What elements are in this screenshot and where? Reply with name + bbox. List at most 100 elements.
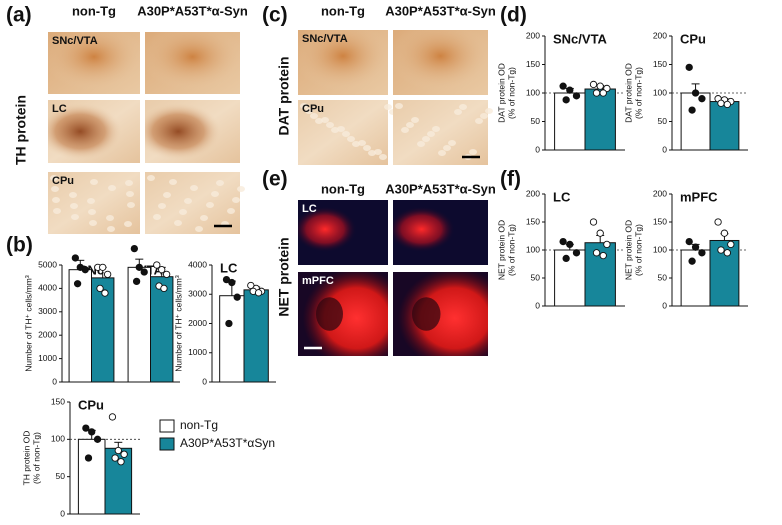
micrograph-texture — [107, 226, 115, 232]
micrograph-texture — [195, 226, 203, 232]
micrograph-texture — [184, 198, 192, 204]
data-point — [572, 249, 581, 257]
micrograph-signal — [48, 100, 140, 163]
micrograph-texture — [163, 192, 171, 198]
chart-title: LC — [220, 260, 238, 275]
y-tick-label: 2000 — [188, 318, 207, 328]
panel-label: (f) — [500, 168, 521, 191]
y-axis-label: (% of non-Tg) — [31, 432, 41, 484]
data-point — [596, 229, 604, 237]
micrograph-texture — [127, 202, 135, 208]
micrograph-texture — [368, 150, 376, 156]
micrograph-texture — [88, 209, 96, 215]
y-tick-label: 0 — [202, 376, 207, 386]
micrograph-texture — [211, 191, 219, 197]
bar — [584, 88, 616, 151]
panel-label: (c) — [262, 4, 288, 27]
column-header: A30P*A53T*α-Syn — [385, 3, 496, 18]
micrograph-texture — [310, 113, 318, 119]
y-tick-label: 4000 — [188, 259, 207, 269]
micrograph-texture — [448, 140, 456, 146]
bar — [554, 92, 586, 151]
data-point — [130, 244, 139, 253]
data-point — [88, 428, 96, 436]
micrograph-texture — [232, 197, 240, 203]
y-tick-label: 5000 — [38, 259, 57, 269]
micrograph-texture — [321, 117, 329, 123]
micrograph-texture — [158, 203, 166, 209]
data-point — [111, 454, 119, 462]
micrograph-texture — [71, 214, 79, 220]
y-tick-label: 0 — [60, 508, 65, 518]
bar — [680, 92, 711, 151]
data-point — [596, 82, 604, 90]
micrograph-texture — [108, 185, 116, 191]
data-point — [158, 266, 166, 274]
micrograph-texture — [50, 175, 58, 181]
micrograph-texture — [315, 118, 323, 124]
data-point — [135, 263, 143, 271]
data-point — [592, 89, 601, 97]
micrograph-texture — [417, 141, 425, 147]
y-tick-label: 150 — [653, 59, 667, 69]
micrograph-texture — [52, 197, 60, 203]
legend-label: non-Tg — [180, 418, 218, 432]
bar — [219, 295, 245, 383]
y-tick-label: 0 — [535, 144, 540, 154]
y-axis-label: NET protein OD — [623, 220, 633, 280]
y-axis-label: TH protein OD — [21, 431, 31, 486]
legend-label: A30P*A53T*αSyn — [180, 436, 275, 450]
data-point — [114, 446, 122, 455]
data-point — [559, 237, 567, 246]
row-label: LC — [302, 203, 317, 215]
y-tick-label: 100 — [653, 87, 667, 97]
micrograph-texture — [379, 154, 387, 160]
micrograph-texture — [216, 180, 224, 186]
y-tick-label: 150 — [526, 59, 540, 69]
data-point — [698, 249, 706, 257]
micrograph-texture — [326, 122, 334, 128]
data-point — [688, 257, 696, 265]
data-point — [599, 251, 607, 260]
micrograph-signal — [298, 200, 388, 265]
micrograph-texture — [401, 127, 409, 133]
micrograph-signal — [48, 32, 140, 94]
y-tick-label: 50 — [531, 116, 541, 126]
micrograph-texture — [411, 117, 419, 123]
data-point — [81, 266, 89, 274]
data-point — [723, 249, 731, 257]
y-tick-label: 0 — [662, 144, 667, 154]
data-point — [599, 89, 607, 97]
data-point — [82, 424, 90, 432]
data-point — [117, 458, 125, 466]
y-tick-label: 150 — [526, 216, 540, 226]
y-tick-label: 0 — [662, 300, 667, 310]
micrograph-texture — [179, 209, 187, 215]
data-point — [254, 289, 263, 297]
data-point — [228, 278, 236, 287]
y-tick-label: 4000 — [38, 283, 57, 293]
chart-title: LC — [553, 189, 571, 204]
y-axis-label: DAT protein OD — [623, 63, 633, 123]
y-tick-label: 50 — [531, 272, 541, 282]
micrograph-texture — [200, 215, 208, 221]
column-header: non-Tg — [72, 3, 116, 18]
micrograph-texture — [347, 136, 355, 142]
micrograph-texture — [174, 220, 182, 226]
micrograph-region — [316, 297, 343, 331]
data-point — [589, 80, 598, 89]
data-point — [685, 237, 693, 246]
y-tick-label: 0 — [535, 300, 540, 310]
side-label: TH protein — [13, 95, 29, 165]
chart-title: mPFC — [680, 189, 718, 204]
y-tick-label: 100 — [526, 87, 540, 97]
micrograph-texture — [480, 113, 488, 119]
row-label: LC — [52, 103, 67, 115]
micrograph-texture — [90, 179, 98, 185]
y-tick-label: 200 — [653, 188, 667, 198]
data-point — [572, 92, 581, 100]
data-point — [84, 454, 93, 462]
y-tick-label: 100 — [653, 244, 667, 254]
y-tick-label: 100 — [526, 244, 540, 254]
y-tick-label: 3000 — [38, 306, 57, 316]
